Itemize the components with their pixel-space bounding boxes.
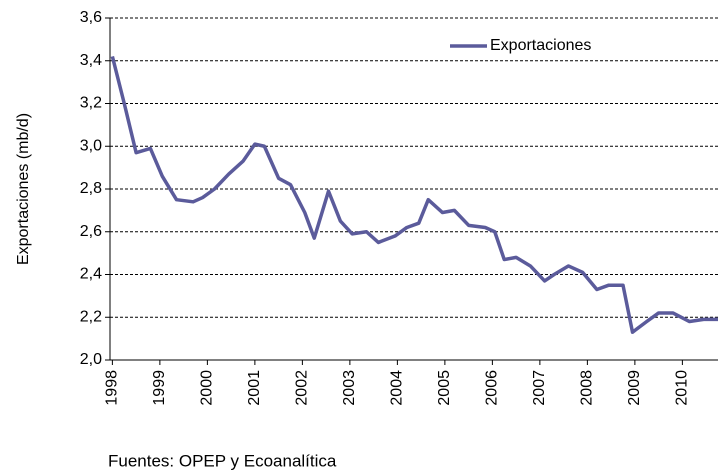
x-tick-label: 2009 [626, 370, 643, 406]
legend-label: Exportaciones [490, 37, 591, 54]
y-tick-label: 3,6 [80, 9, 102, 26]
x-tick-label: 2005 [436, 370, 453, 406]
y-tick-label: 2,4 [80, 266, 102, 283]
y-tick-label: 2,0 [80, 351, 102, 368]
x-tick-label: 2000 [199, 370, 216, 406]
y-tick-label: 3,4 [80, 52, 102, 69]
y-tick-label: 2,2 [80, 308, 102, 325]
data-line [110, 56, 718, 334]
x-tick-label: 2010 [674, 370, 691, 406]
y-axis-label: Exportaciones (mb/d) [15, 113, 32, 265]
y-tick-label: 2,6 [80, 223, 102, 240]
x-tick-label: 1999 [151, 370, 168, 406]
x-tick-label: 2004 [389, 370, 406, 406]
x-tick-label: 2007 [531, 370, 548, 406]
x-tick-label: 1998 [104, 370, 121, 406]
x-tick-label: 2001 [246, 370, 263, 406]
x-tick-label: 2008 [579, 370, 596, 406]
y-tick-label: 2,8 [80, 180, 102, 197]
y-tick-label: 3,0 [80, 137, 102, 154]
x-tick-label: 2006 [484, 370, 501, 406]
x-tick-label: 2003 [341, 370, 358, 406]
y-tick-label: 3,2 [80, 95, 102, 112]
x-tick-label: 2002 [294, 370, 311, 406]
source-note: Fuentes: OPEP y Ecoanalítica [108, 451, 337, 470]
